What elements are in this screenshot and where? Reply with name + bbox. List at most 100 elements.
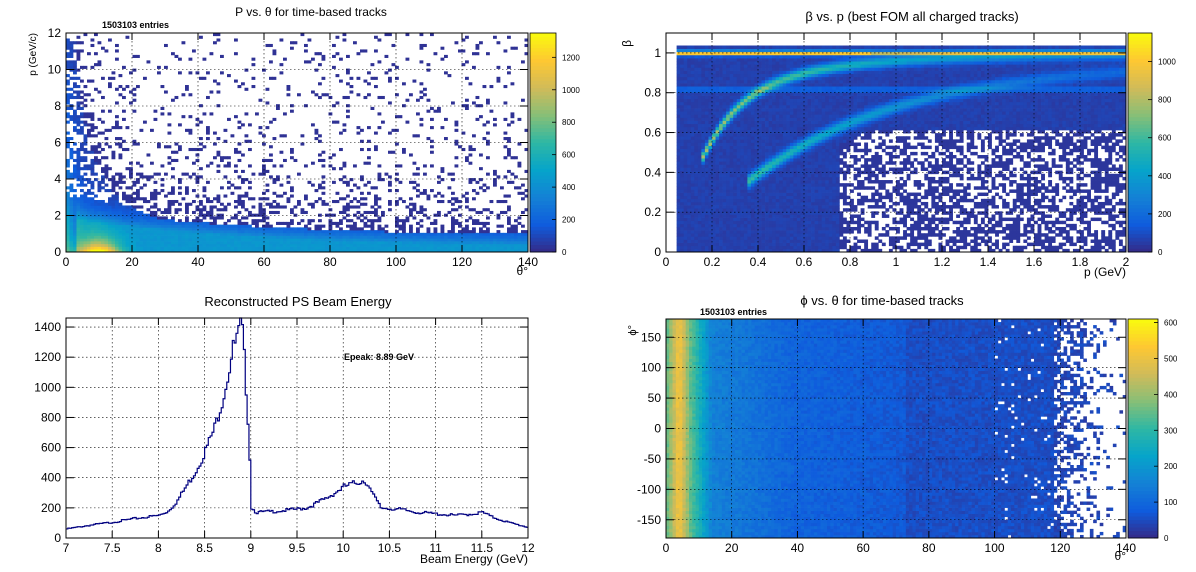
heatmap-cell <box>754 58 758 61</box>
heatmap-cell <box>737 186 741 189</box>
heatmap-cell <box>378 96 382 99</box>
heatmap-cell <box>84 148 88 151</box>
heatmap-cell <box>126 238 130 241</box>
palette-tick-label: 800 <box>562 118 576 127</box>
heatmap-cell <box>171 236 175 239</box>
heatmap-cell <box>367 82 371 85</box>
heatmap-cell <box>94 222 98 225</box>
heatmap-cell <box>108 200 112 203</box>
heatmap-cell <box>758 71 762 74</box>
heatmap-cell <box>252 63 256 66</box>
heatmap-cell <box>108 227 112 230</box>
heatmap-cell <box>66 93 70 96</box>
heatmap-cell <box>280 238 284 241</box>
heatmap-cell <box>779 164 783 167</box>
heatmap-cell <box>726 158 730 161</box>
heatmap-cell <box>346 203 350 206</box>
heatmap-cell <box>77 238 81 241</box>
heatmap-cell <box>677 133 681 136</box>
heatmap-cell <box>311 230 315 233</box>
heatmap-cell <box>297 227 301 230</box>
heatmap-cell <box>427 230 431 233</box>
heatmap-cell <box>77 85 81 88</box>
heatmap-cell <box>77 241 81 244</box>
heatmap-cell <box>140 129 144 132</box>
heatmap-cell <box>694 55 698 58</box>
heatmap-cell <box>737 168 741 171</box>
heatmap-cell <box>224 175 228 178</box>
heatmap-cell <box>80 143 84 146</box>
heatmap-cell <box>779 155 783 158</box>
palette-swatch <box>530 230 556 234</box>
heatmap-cell <box>224 156 228 159</box>
heatmap-cell <box>723 86 727 89</box>
heatmap-cell <box>192 247 196 250</box>
palette-tick-label: 200 <box>562 216 576 225</box>
heatmap-cell <box>399 238 403 241</box>
heatmap-cell <box>687 139 691 142</box>
heatmap-cell <box>769 117 773 120</box>
heatmap-cell <box>747 133 751 136</box>
heatmap-cell <box>94 216 98 219</box>
heatmap-cell <box>290 219 294 222</box>
heatmap-cell <box>318 96 322 99</box>
heatmap-cell <box>772 202 776 205</box>
heatmap-cell <box>469 230 473 233</box>
heatmap-cell <box>217 244 221 247</box>
heatmap-cell <box>723 49 727 52</box>
heatmap-cell <box>680 105 684 108</box>
heatmap-cell <box>737 202 741 205</box>
heatmap-cell <box>115 184 119 187</box>
heatmap-cell <box>91 126 95 129</box>
heatmap-cell <box>423 44 427 47</box>
heatmap-cell <box>504 244 508 247</box>
heatmap-cell <box>294 41 298 44</box>
heatmap-cell <box>747 236 751 239</box>
heatmap-cell <box>751 243 755 246</box>
heatmap-cell <box>772 233 776 236</box>
heatmap-cell <box>388 200 392 203</box>
heatmap-cell <box>311 203 315 206</box>
heatmap-cell <box>140 227 144 230</box>
heatmap-cell <box>677 61 681 64</box>
heatmap-cell <box>754 130 758 133</box>
heatmap-cell <box>388 241 392 244</box>
heatmap-cell <box>70 200 74 203</box>
heatmap-cell <box>287 230 291 233</box>
heatmap-cell <box>691 61 695 64</box>
heatmap-cell <box>304 233 308 236</box>
heatmap-cell <box>105 208 109 211</box>
heatmap-cell <box>762 189 766 192</box>
heatmap-cell <box>772 155 776 158</box>
heatmap-cell <box>687 86 691 89</box>
heatmap-cell <box>374 203 378 206</box>
heatmap-cell <box>680 189 684 192</box>
heatmap-cell <box>420 192 424 195</box>
heatmap-cell <box>280 230 284 233</box>
heatmap-cell <box>740 96 744 99</box>
heatmap-cell <box>687 158 691 161</box>
heatmap-cell <box>458 225 462 228</box>
heatmap-cell <box>77 225 81 228</box>
heatmap-cell <box>332 121 336 124</box>
heatmap-cell <box>493 170 497 173</box>
heatmap-cell <box>171 192 175 195</box>
heatmap-cell <box>70 151 74 154</box>
heatmap-cell <box>701 58 705 61</box>
heatmap-cell <box>203 77 207 80</box>
heatmap-cell <box>77 178 81 181</box>
heatmap-cell <box>779 149 783 152</box>
heatmap-cell <box>98 41 102 44</box>
heatmap-cell <box>94 227 98 230</box>
heatmap-cell <box>101 219 105 222</box>
heatmap-cell <box>381 247 385 250</box>
heatmap-cell <box>150 175 154 178</box>
heatmap-cell <box>698 71 702 74</box>
heatmap-cell <box>339 230 343 233</box>
heatmap-cell <box>241 123 245 126</box>
heatmap-cell <box>677 58 681 61</box>
heatmap-cell <box>203 222 207 225</box>
heatmap-cell <box>434 110 438 113</box>
heatmap-cell <box>420 233 424 236</box>
heatmap-cell <box>357 186 361 189</box>
